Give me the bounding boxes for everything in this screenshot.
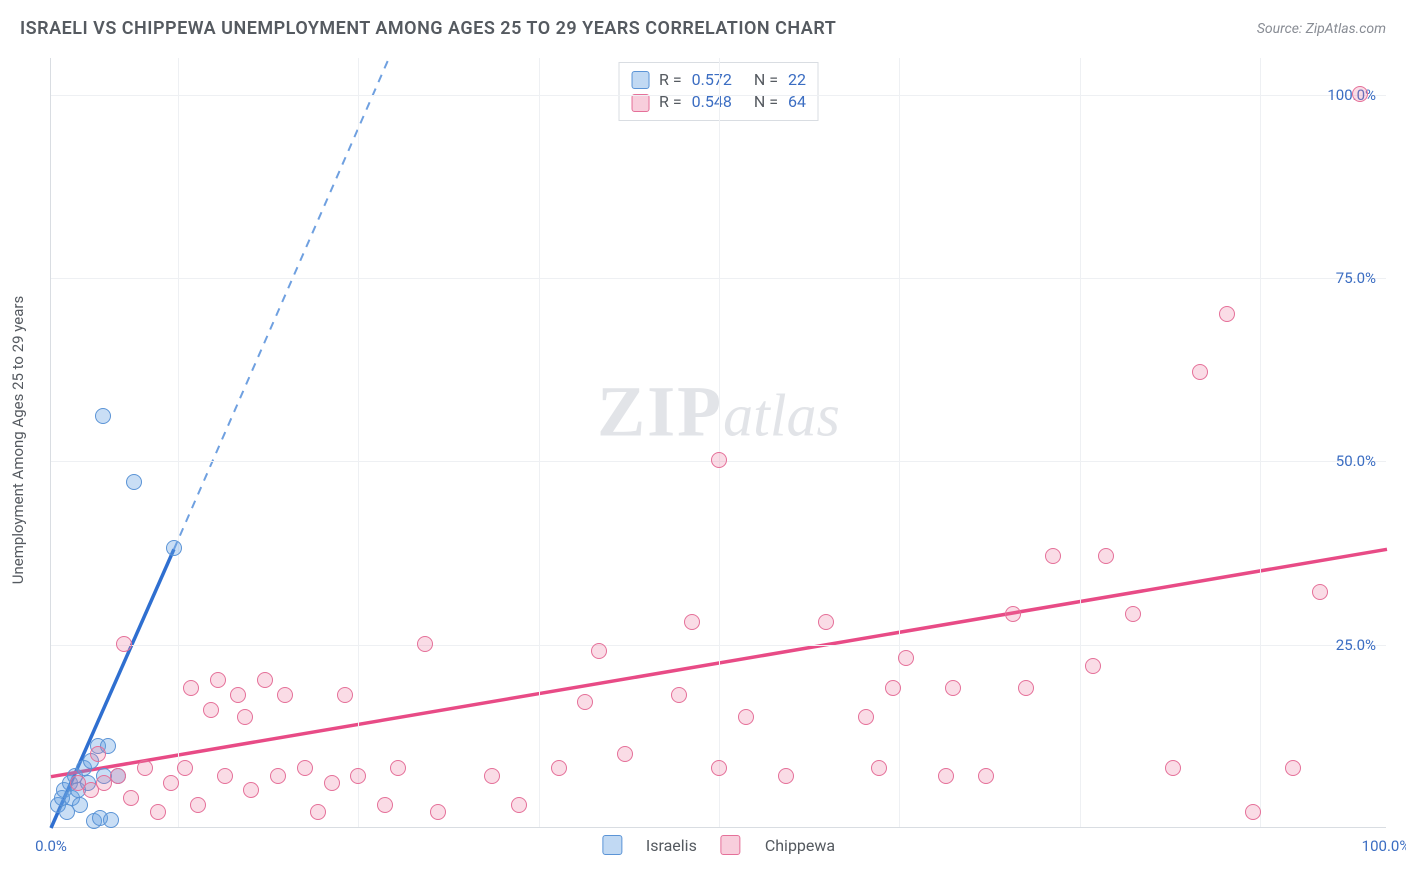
data-point	[297, 760, 313, 776]
data-point	[277, 687, 293, 703]
data-point	[1018, 680, 1034, 696]
stat-r-value: 0.572	[692, 69, 732, 91]
data-point	[938, 768, 954, 784]
gridline-v	[899, 58, 900, 827]
xtick-label: 100.0%	[1362, 837, 1406, 855]
stat-n-value: 22	[788, 69, 806, 91]
legend-label: Israelis	[646, 836, 697, 855]
data-point	[945, 680, 961, 696]
data-point	[217, 768, 233, 784]
data-point	[1125, 606, 1141, 622]
data-point	[1085, 658, 1101, 674]
gridline-v	[539, 58, 540, 827]
data-point	[110, 768, 126, 784]
data-point	[116, 636, 132, 652]
data-point	[166, 540, 182, 556]
stat-n-label: N =	[754, 69, 778, 91]
xtick-label: 0.0%	[35, 837, 67, 855]
data-point	[126, 474, 142, 490]
gridline-v	[358, 58, 359, 827]
data-point	[150, 804, 166, 820]
data-point	[978, 768, 994, 784]
data-point	[90, 746, 106, 762]
data-point	[711, 452, 727, 468]
gridline-v	[1080, 58, 1081, 827]
data-point	[337, 687, 353, 703]
gridline-v	[178, 58, 179, 827]
data-point	[778, 768, 794, 784]
data-point	[324, 775, 340, 791]
data-point	[377, 797, 393, 813]
swatch-pink-icon	[631, 94, 649, 112]
data-point	[190, 797, 206, 813]
data-point	[684, 614, 700, 630]
data-point	[237, 709, 253, 725]
data-point	[1005, 606, 1021, 622]
source-label: Source: ZipAtlas.com	[1257, 21, 1386, 37]
data-point	[738, 709, 754, 725]
chart-title: ISRAELI VS CHIPPEWA UNEMPLOYMENT AMONG A…	[20, 18, 836, 39]
swatch-blue-icon	[631, 71, 649, 89]
data-point	[417, 636, 433, 652]
ytick-label: 25.0%	[1336, 636, 1376, 654]
data-point	[243, 782, 259, 798]
data-point	[270, 768, 286, 784]
data-point	[203, 702, 219, 718]
data-point	[711, 760, 727, 776]
data-point	[551, 760, 567, 776]
data-point	[858, 709, 874, 725]
data-point	[123, 790, 139, 806]
series-legend: Israelis Chippewa	[602, 835, 835, 855]
gridline-v	[719, 58, 720, 827]
scatter-plot: ZIPatlas R = 0.572 N = 22 R = 0.548 N = …	[50, 58, 1386, 828]
data-point	[210, 672, 226, 688]
data-point	[183, 680, 199, 696]
legend-swatch-pink-icon	[721, 835, 741, 855]
data-point	[230, 687, 246, 703]
data-point	[72, 797, 88, 813]
data-point	[577, 694, 593, 710]
trend-line	[174, 58, 389, 549]
ytick-label: 50.0%	[1336, 452, 1376, 470]
data-point	[1245, 804, 1261, 820]
y-axis-title: Unemployment Among Ages 25 to 29 years	[9, 296, 27, 584]
data-point	[163, 775, 179, 791]
data-point	[617, 746, 633, 762]
data-point	[818, 614, 834, 630]
data-point	[484, 768, 500, 784]
stat-r-label: R =	[659, 69, 682, 91]
data-point	[1285, 760, 1301, 776]
legend-label: Chippewa	[765, 836, 835, 855]
ytick-label: 75.0%	[1336, 269, 1376, 287]
data-point	[898, 650, 914, 666]
data-point	[511, 797, 527, 813]
data-point	[430, 804, 446, 820]
data-point	[95, 408, 111, 424]
data-point	[1192, 364, 1208, 380]
title-bar: ISRAELI VS CHIPPEWA UNEMPLOYMENT AMONG A…	[20, 18, 1386, 39]
data-point	[1165, 760, 1181, 776]
data-point	[591, 643, 607, 659]
data-point	[103, 812, 119, 828]
data-point	[137, 760, 153, 776]
data-point	[257, 672, 273, 688]
data-point	[885, 680, 901, 696]
data-point	[671, 687, 687, 703]
data-point	[310, 804, 326, 820]
data-point	[1098, 548, 1114, 564]
data-point	[871, 760, 887, 776]
data-point	[177, 760, 193, 776]
gridline-v	[1260, 58, 1261, 827]
legend-swatch-blue-icon	[602, 835, 622, 855]
data-point	[350, 768, 366, 784]
data-point	[390, 760, 406, 776]
data-point	[1352, 86, 1368, 102]
data-point	[1045, 548, 1061, 564]
data-point	[1312, 584, 1328, 600]
data-point	[1219, 306, 1235, 322]
